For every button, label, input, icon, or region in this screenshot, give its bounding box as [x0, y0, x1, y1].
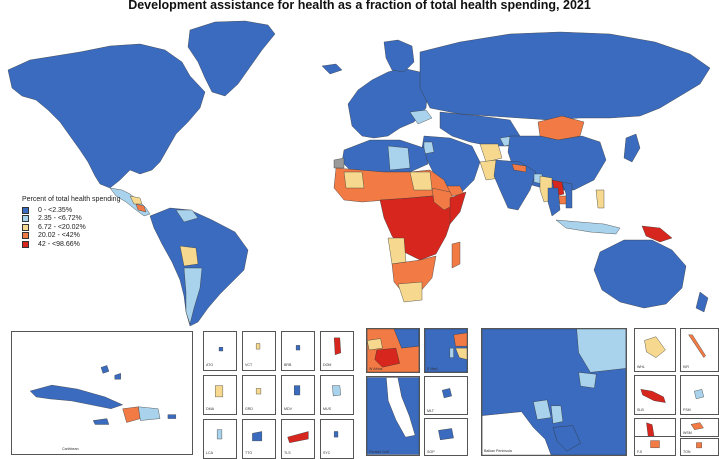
inset-brb: BRB — [281, 331, 315, 371]
inset-sgp: SGP — [424, 418, 468, 456]
inset-tto: TTO — [242, 419, 276, 459]
region-libya — [387, 145, 411, 171]
inset-grd: GRD — [242, 375, 276, 415]
region-bahamas-2 — [114, 373, 121, 380]
inset-mdv: MDV — [281, 375, 315, 415]
map-legend: Percent of total health spending 0 - <2.… — [22, 196, 120, 249]
region-philippines — [595, 189, 605, 209]
inset-ton: TON — [680, 438, 719, 456]
legend-label: 6.72 - <20.02% — [38, 223, 86, 231]
inset-syc: SYC — [320, 419, 354, 459]
legend-item: 6.72 - <20.02% — [22, 223, 120, 232]
region-new-zealand — [695, 291, 709, 313]
region-jordan-syria — [423, 141, 435, 155]
inset-balkan: Balkan Peninsula — [481, 328, 627, 456]
inset-e-med: E Med. — [424, 328, 468, 373]
region-angola — [387, 237, 407, 265]
region-australia — [593, 239, 687, 309]
region-thailand — [547, 187, 561, 217]
inset-fsm: FSM — [680, 375, 719, 415]
region-north-america — [7, 43, 206, 189]
inset-w-africa: W Africa — [366, 328, 420, 373]
inset-fji: FJI — [634, 436, 676, 456]
map-title: Development assistance for health as a f… — [128, 0, 591, 12]
inset-dom: DOM — [320, 331, 354, 371]
region-png — [641, 225, 673, 243]
region-bolivia — [179, 245, 199, 267]
inset-persian-gulf: Persian Gulf — [366, 376, 420, 456]
region-honduras — [129, 195, 143, 205]
region-venezuela — [175, 209, 199, 223]
inset-label: Caribbean — [62, 447, 79, 451]
inset-dma: DMA — [203, 375, 237, 415]
region-bahamas — [100, 365, 110, 374]
region-central-asia — [439, 111, 521, 147]
region-afghanistan — [479, 143, 503, 163]
region-north-africa — [341, 139, 429, 173]
inset-slb: SLB — [634, 375, 676, 415]
legend-label: 20.02 - <42% — [38, 232, 80, 240]
region-japan — [623, 133, 641, 163]
region-europe — [347, 67, 429, 139]
region-vietnam — [561, 181, 573, 209]
region-south-africa — [397, 281, 423, 303]
legend-swatch — [22, 232, 29, 240]
legend-label: 0 - <2.35% — [38, 206, 73, 214]
region-western-sahara — [333, 157, 345, 169]
region-sudan — [409, 171, 433, 191]
legend-label: 42 - <98.66% — [38, 240, 80, 248]
legend-swatch — [22, 206, 29, 214]
region-south-america — [149, 207, 249, 327]
legend-item: 0 - <2.35% — [22, 206, 120, 215]
region-haiti — [122, 406, 141, 423]
region-mali — [343, 171, 365, 189]
legend-swatch — [22, 223, 29, 231]
region-indonesia — [555, 219, 621, 235]
legend-title: Percent of total health spending — [22, 196, 121, 203]
inset-lca: LCA — [203, 419, 237, 459]
legend-swatch — [22, 215, 29, 223]
legend-swatch — [22, 240, 29, 248]
inset-whl: WHL — [634, 328, 676, 372]
region-nicaragua — [135, 203, 147, 213]
region-ukraine — [409, 109, 433, 125]
region-madagascar — [451, 241, 461, 269]
inset-caribbean-map — [29, 365, 176, 425]
inset-caribbean: Caribbean — [11, 331, 193, 455]
inset-mus: MUS — [320, 375, 354, 415]
inset-kir: KIR — [680, 328, 719, 372]
region-greenland — [187, 20, 276, 97]
world-map — [7, 20, 711, 327]
region-argentina — [183, 267, 203, 325]
inset-mlt: MLT — [424, 376, 468, 415]
region-scandinavia — [383, 39, 415, 73]
region-jamaica — [92, 418, 110, 425]
region-cuba — [29, 384, 124, 409]
inset-tls: TLS — [281, 419, 315, 459]
region-iceland — [321, 63, 343, 75]
region-puerto-rico — [167, 414, 176, 419]
inset-vct: VCT — [242, 331, 276, 371]
legend-item: 20.02 - <42% — [22, 232, 120, 241]
region-dominican-republic — [138, 406, 161, 421]
inset-atg: ATG — [203, 331, 237, 371]
region-russia — [419, 31, 711, 121]
region-somalia — [449, 191, 467, 225]
region-nepal — [511, 163, 527, 173]
inset-wsm: WSM — [680, 418, 719, 437]
legend-item: 42 - <98.66% — [22, 240, 120, 249]
region-india — [493, 159, 537, 211]
legend-label: 2.35 - <6.72% — [38, 215, 82, 223]
legend-item: 2.35 - <6.72% — [22, 215, 120, 224]
